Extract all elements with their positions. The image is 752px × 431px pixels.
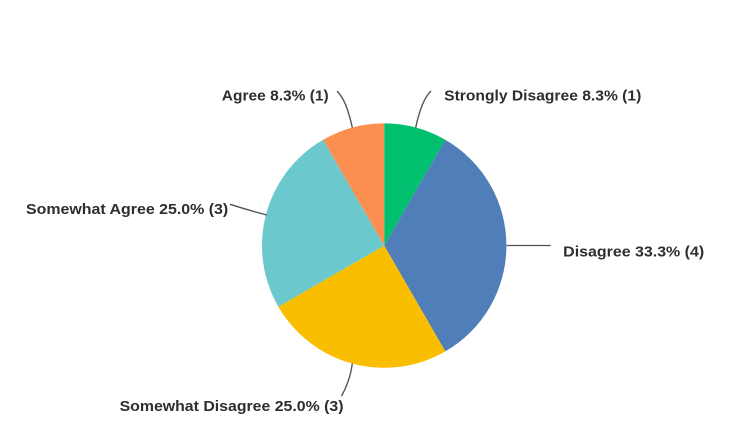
- svg-text:Agree 8.3% (1): Agree 8.3% (1): [222, 88, 329, 105]
- svg-text:Disagree 33.3% (4): Disagree 33.3% (4): [563, 243, 704, 260]
- svg-text:Somewhat Disagree 25.0% (3): Somewhat Disagree 25.0% (3): [120, 398, 344, 415]
- svg-text:Somewhat Agree 25.0% (3): Somewhat Agree 25.0% (3): [26, 201, 228, 218]
- svg-text:Strongly Disagree 8.3% (1): Strongly Disagree 8.3% (1): [444, 88, 641, 105]
